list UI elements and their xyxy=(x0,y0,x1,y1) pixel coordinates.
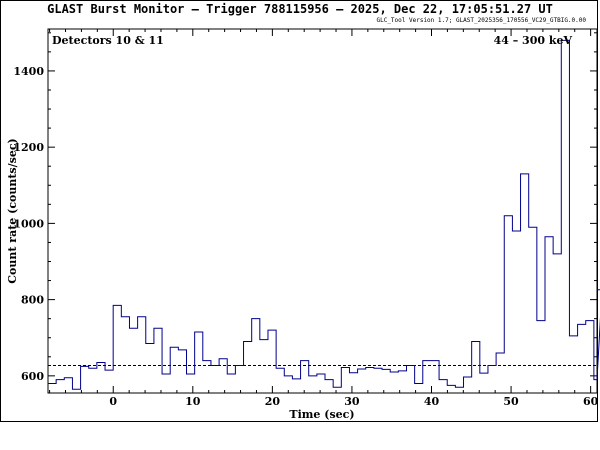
x-axis-label: Time (sec) xyxy=(289,408,354,421)
y-tick-label: 800 xyxy=(21,294,44,307)
x-tick-label: 0 xyxy=(109,395,117,408)
energy-annotation: 44 – 300 keV xyxy=(494,34,573,47)
detectors-annotation: Detectors 10 & 11 xyxy=(52,34,164,47)
y-tick-label: 600 xyxy=(21,370,44,383)
series-line xyxy=(48,39,600,390)
x-tick-label: 60 xyxy=(583,395,599,408)
y-tick-label: 1200 xyxy=(13,141,44,154)
chart-subtitle: GLC_Tool Version 1.7; GLAST_2025356_1705… xyxy=(376,17,586,24)
x-tick-label: 40 xyxy=(424,395,440,408)
y-axis-label: Count rate (counts/sec) xyxy=(6,138,19,283)
chart-title: GLAST Burst Monitor – Trigger 788115956 … xyxy=(47,2,553,16)
tick-labels: 0 10 20 30 40 50 60 600 800 1000 1200 1400 xyxy=(13,65,598,408)
x-tick-label: 50 xyxy=(503,395,519,408)
y-tick-label: 1000 xyxy=(13,217,44,230)
plot-area xyxy=(47,28,598,394)
y-tick-label: 1400 xyxy=(13,65,44,78)
x-tick-label: 30 xyxy=(344,395,360,408)
x-tick-label: 10 xyxy=(185,395,201,408)
x-tick-label: 20 xyxy=(265,395,281,408)
axis-ticks xyxy=(48,29,597,393)
